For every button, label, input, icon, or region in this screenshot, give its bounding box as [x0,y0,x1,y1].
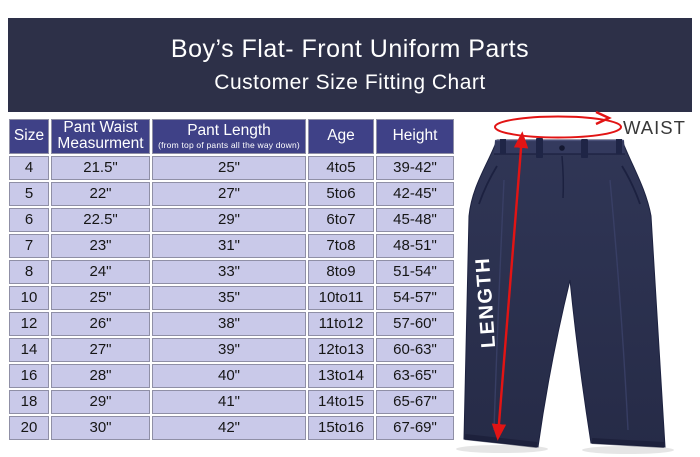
belt-loop [536,138,543,158]
table-cell: 48-51" [376,233,454,258]
column-header: Height [376,119,454,154]
table-cell: 14 [9,337,49,362]
table-cell: 12 [9,311,49,336]
table-cell: 22.5" [51,207,150,232]
table-row: 7 23" 31" 7to8 48-51" [9,233,454,258]
table-cell: 7 [9,233,49,258]
waist-label: WAIST [623,117,686,138]
table-cell: 5to6 [308,181,374,206]
table-cell: 42" [152,415,306,440]
table-cell: 8 [9,259,49,284]
fly-seam [561,155,565,199]
table-row: 18 29" 41" 14to15 65-67" [9,389,454,414]
table-cell: 6to7 [308,207,374,232]
table-cell: 4 [9,155,49,180]
table-row: 8 24" 33" 8to9 51-54" [9,259,454,284]
table-cell: 23" [51,233,150,258]
page-title: Boy’s Flat- Front Uniform Parts [170,35,530,63]
table-cell: 57-60" [376,311,454,336]
table-cell: 13to14 [308,363,374,388]
column-header: Pant Waist Measurment [51,119,150,154]
table-cell: 18 [9,389,49,414]
table-row: 10 25" 35" 10to11 54-57" [9,285,454,310]
size-chart-table: Size Pant Waist Measurment Pant Length (fro… [7,117,456,442]
waist-arrow [494,110,622,139]
page-subtitle: Customer Size Fitting Chart [214,71,486,94]
table-row: 12 26" 38" 11to12 57-60" [9,311,454,336]
table-cell: 4to5 [308,155,374,180]
table-cell: 42-45" [376,181,454,206]
table-cell: 28" [51,363,150,388]
table-cell: 65-67" [376,389,454,414]
table-cell: 40" [152,363,306,388]
table-cell: 14to15 [308,389,374,414]
table-cell: 22" [51,181,150,206]
pocket-seam-right [621,165,641,205]
shadow-left [456,445,548,453]
table-cell: 39" [152,337,306,362]
table-cell: 63-65" [376,363,454,388]
table-cell: 39-42" [376,155,454,180]
table-cell: 15to16 [308,415,374,440]
table-cell: 29" [51,389,150,414]
belt-loop [616,139,622,154]
table-cell: 27" [51,337,150,362]
table-cell: 5 [9,181,49,206]
table-cell: 29" [152,207,306,232]
waist-button [559,145,565,151]
table-cell: 30" [51,415,150,440]
table-cell: 67-69" [376,415,454,440]
column-header: Size [9,119,49,154]
table-cell: 45-48" [376,207,454,232]
table-cell: 27" [152,181,306,206]
table-cell: 54-57" [376,285,454,310]
table-row: 20 30" 42" 15to16 67-69" [9,415,454,440]
table-cell: 35" [152,285,306,310]
table-cell: 6 [9,207,49,232]
table-cell: 25" [51,285,150,310]
belt-loop [500,139,506,154]
table-cell: 24" [51,259,150,284]
table-row: 16 28" 40" 13to14 63-65" [9,363,454,388]
table-cell: 41" [152,389,306,414]
table-row: 6 22.5" 29" 6to7 45-48" [9,207,454,232]
header-row: Size Pant Waist Measurment Pant Length (fro… [9,119,454,154]
table-cell: 10to11 [308,285,374,310]
pants-illustration: WAIST LENGTH [456,110,686,454]
column-header: Age [308,119,374,154]
table-cell: 7to8 [308,233,374,258]
table-row: 4 21.5" 25" 4to5 39-42" [9,155,454,180]
table-cell: 38" [152,311,306,336]
table-cell: 31" [152,233,306,258]
table-row: 14 27" 39" 12to13 60-63" [9,337,454,362]
column-header-sub: (from top of pants all the way down) [158,139,300,150]
table-cell: 33" [152,259,306,284]
table-cell: 11to12 [308,311,374,336]
table-cell: 16 [9,363,49,388]
table-row: 5 22" 27" 5to6 42-45" [9,181,454,206]
table-cell: 26" [51,311,150,336]
length-arrow [491,131,529,441]
table-cell: 20 [9,415,49,440]
size-table-head: Size Pant Waist Measurment Pant Length (fro… [9,119,454,154]
table-cell: 60-63" [376,337,454,362]
table-cell: 10 [9,285,49,310]
table-cell: 8to9 [308,259,374,284]
table-cell: 12to13 [308,337,374,362]
table-cell: 25" [152,155,306,180]
table-cell: 21.5" [51,155,150,180]
size-table-body: 4 21.5" 25" 4to5 39-42" 5 22" 27" 5to6 42-45" 6 22.… [9,155,454,440]
column-header: Pant Length (from top of pants all the wa… [152,119,306,154]
title-banner: Boy’s Flat- Front Uniform Parts Customer… [8,18,692,112]
belt-loop [581,139,588,158]
table-cell: 51-54" [376,259,454,284]
pants-diagram: WAIST LENGTH [450,110,700,454]
